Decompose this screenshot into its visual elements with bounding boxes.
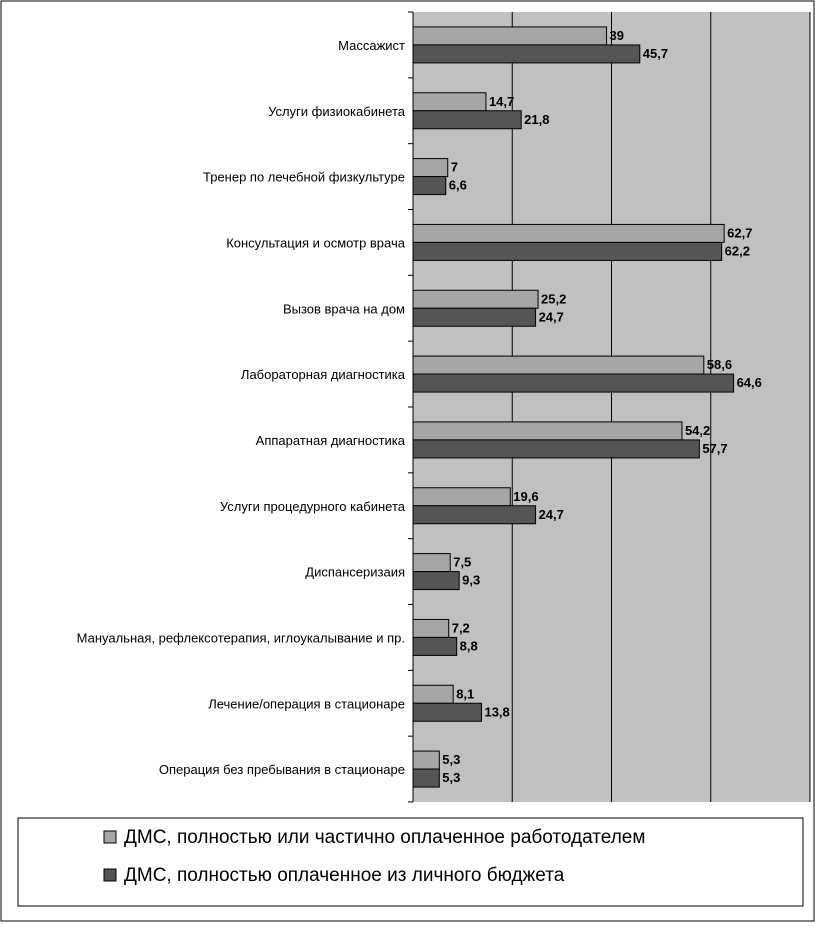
bar-employer: [412, 750, 440, 770]
legend-box: [17, 817, 804, 907]
value-label-personal: 8,8: [460, 638, 478, 653]
value-label-employer: 62,7: [727, 225, 752, 240]
legend-swatch-personal: [103, 868, 117, 882]
value-label-employer: 8,1: [456, 686, 474, 701]
category-label: Мануальная, рефлексотерапия, иглоукалыва…: [77, 630, 405, 645]
bar-personal: [412, 307, 537, 327]
category-label: Диспансеризаия: [305, 565, 405, 580]
category-label: Тренер по лечебной физкультуре: [203, 170, 405, 185]
value-label-personal: 9,3: [462, 573, 480, 588]
bar-employer: [412, 289, 539, 309]
bar-personal: [412, 702, 482, 722]
value-label-employer: 54,2: [685, 423, 710, 438]
bar-employer: [412, 223, 725, 243]
value-label-employer: 25,2: [541, 291, 566, 306]
bar-personal: [412, 44, 641, 64]
legend-label-employer: ДМС, полностью или частично оплаченное р…: [124, 827, 645, 848]
value-label-personal: 24,7: [539, 309, 564, 324]
bar-personal: [412, 241, 723, 261]
value-label-employer: 7: [451, 160, 458, 175]
bar-employer: [412, 355, 705, 375]
value-label-personal: 57,7: [702, 441, 727, 456]
category-label: Операция без пребывания в стационаре: [159, 762, 405, 777]
category-label: Консультация и осмотр врача: [226, 235, 406, 250]
plot-area: Массажист 39 45,7 Услуги физиокабинета 14,7 2…: [77, 11, 811, 803]
value-label-employer: 19,6: [513, 489, 538, 504]
legend-swatch-employer: [103, 830, 117, 844]
bar-personal: [412, 571, 460, 591]
bar-employer: [412, 92, 487, 112]
bar-personal: [412, 505, 537, 525]
bar-personal: [412, 110, 522, 130]
category-label: Услуги процедурного кабинета: [220, 499, 406, 514]
value-label-personal: 13,8: [484, 704, 509, 719]
bar-personal: [412, 176, 447, 196]
category-label: Услуги физиокабинета: [268, 104, 406, 119]
value-label-personal: 6,6: [449, 178, 467, 193]
bar-personal: [412, 439, 700, 459]
value-label-employer: 58,6: [707, 357, 732, 372]
value-label-employer: 14,7: [489, 94, 514, 109]
value-label-personal: 64,6: [737, 375, 762, 390]
value-label-personal: 45,7: [643, 46, 668, 61]
value-label-personal: 24,7: [539, 507, 564, 522]
value-label-personal: 62,2: [725, 243, 750, 258]
value-label-employer: 39: [610, 28, 624, 43]
category-label: Вызов врача на дом: [283, 301, 405, 316]
category-label: Массажист: [338, 38, 405, 53]
value-label-personal: 21,8: [524, 112, 549, 127]
bar-employer: [412, 553, 451, 573]
bar-employer: [412, 421, 683, 441]
bar-employer: [412, 158, 449, 178]
category-label: Аппаратная диагностика: [256, 433, 406, 448]
bar-personal: [412, 768, 440, 788]
legend: ДМС, полностью или частично оплаченное р…: [17, 817, 804, 907]
legend-label-personal: ДМС, полностью оплаченное из личного бюд…: [124, 865, 565, 886]
category-label: Лечение/операция в стационаре: [208, 696, 405, 711]
category-label: Лабораторная диагностика: [241, 367, 406, 382]
bar-employer: [412, 618, 450, 638]
bar-employer: [412, 26, 608, 46]
bar-personal: [412, 373, 735, 393]
bar-employer: [412, 487, 511, 507]
value-label-personal: 5,3: [442, 770, 460, 785]
bar-employer: [412, 684, 454, 704]
bar-personal: [412, 636, 458, 656]
value-label-employer: 5,3: [442, 752, 460, 767]
value-label-employer: 7,2: [452, 620, 470, 635]
value-label-employer: 7,5: [453, 555, 471, 570]
